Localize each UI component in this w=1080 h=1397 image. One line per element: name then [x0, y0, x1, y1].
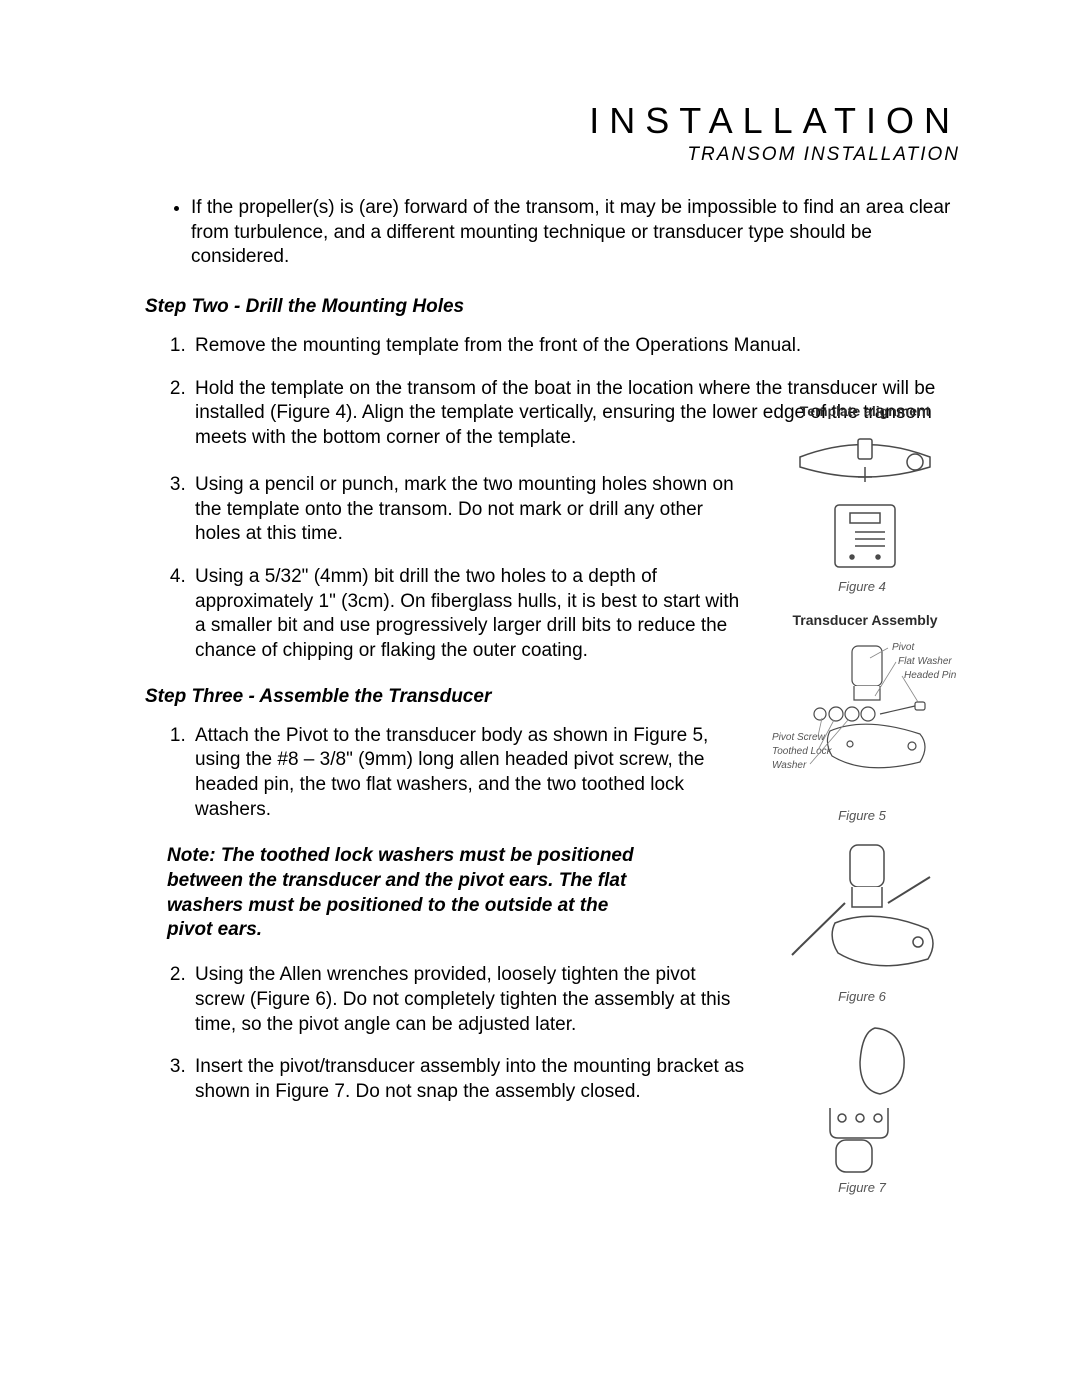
- main-column: Using a pencil or punch, mark the two mo…: [145, 473, 746, 1209]
- pivot-tighten-icon: [780, 837, 950, 987]
- flat-washer-label: Flat Washer: [898, 656, 952, 667]
- transducer-assembly-label: Transducer Assembly: [770, 612, 960, 628]
- pivot-screw-label: Pivot Screw: [772, 732, 826, 743]
- intro-bullets: If the propeller(s) is (are) forward of …: [145, 196, 960, 270]
- figure-column: Template alignment: [770, 473, 960, 1209]
- page-subtitle: TRANSOM INSTALLATION: [145, 144, 960, 166]
- pivot-label: Pivot: [892, 642, 915, 653]
- template-alignment-label: Template alignment: [770, 403, 960, 419]
- insert-bracket-icon: [780, 1018, 950, 1178]
- header: INSTALLATION TRANSOM INSTALLATION: [145, 100, 960, 166]
- two-column-region: Using a pencil or punch, mark the two mo…: [145, 473, 960, 1209]
- step-three-list-a: Attach the Pivot to the transducer body …: [145, 724, 746, 823]
- figure-5: Pivot Flat Washer Headed Pin Pivot Screw…: [770, 636, 960, 837]
- template-alignment-icon: [780, 427, 950, 577]
- figure-4: Figure 4: [770, 427, 960, 608]
- figure-4-caption: Figure 4: [838, 579, 886, 594]
- step-two-heading: Step Two - Drill the Mounting Holes: [145, 296, 960, 318]
- step-three-heading: Step Three - Assemble the Transducer: [145, 686, 746, 708]
- step-three-list-b: Using the Allen wrenches provided, loose…: [145, 963, 746, 1104]
- intro-bullet-item: If the propeller(s) is (are) forward of …: [191, 196, 960, 270]
- figure-7-caption: Figure 7: [838, 1180, 886, 1195]
- list-item: Remove the mounting template from the fr…: [191, 334, 960, 359]
- figure-7: Figure 7: [770, 1018, 960, 1209]
- page-title: INSTALLATION: [145, 100, 960, 142]
- list-item: Using the Allen wrenches provided, loose…: [191, 963, 746, 1037]
- figure-6: Figure 6: [770, 837, 960, 1018]
- transducer-assembly-icon: Pivot Flat Washer Headed Pin Pivot Screw…: [770, 636, 960, 806]
- figure-6-caption: Figure 6: [838, 989, 886, 1004]
- headed-pin-label: Headed Pin: [904, 670, 957, 681]
- step-two-list-narrow: Using a pencil or punch, mark the two mo…: [145, 473, 746, 664]
- list-item: Using a pencil or punch, mark the two mo…: [191, 473, 746, 547]
- figure-5-caption: Figure 5: [838, 808, 886, 823]
- toothed-lock-label: Toothed Lock: [772, 746, 833, 757]
- washer-label: Washer: [772, 760, 807, 771]
- step-three-note: Note: The toothed lock washers must be p…: [167, 844, 647, 943]
- list-item: Insert the pivot/transducer assembly int…: [191, 1055, 746, 1104]
- list-item: Using a 5/32" (4mm) bit drill the two ho…: [191, 565, 746, 664]
- page: INSTALLATION TRANSOM INSTALLATION If the…: [0, 0, 1080, 1397]
- list-item: Attach the Pivot to the transducer body …: [191, 724, 746, 823]
